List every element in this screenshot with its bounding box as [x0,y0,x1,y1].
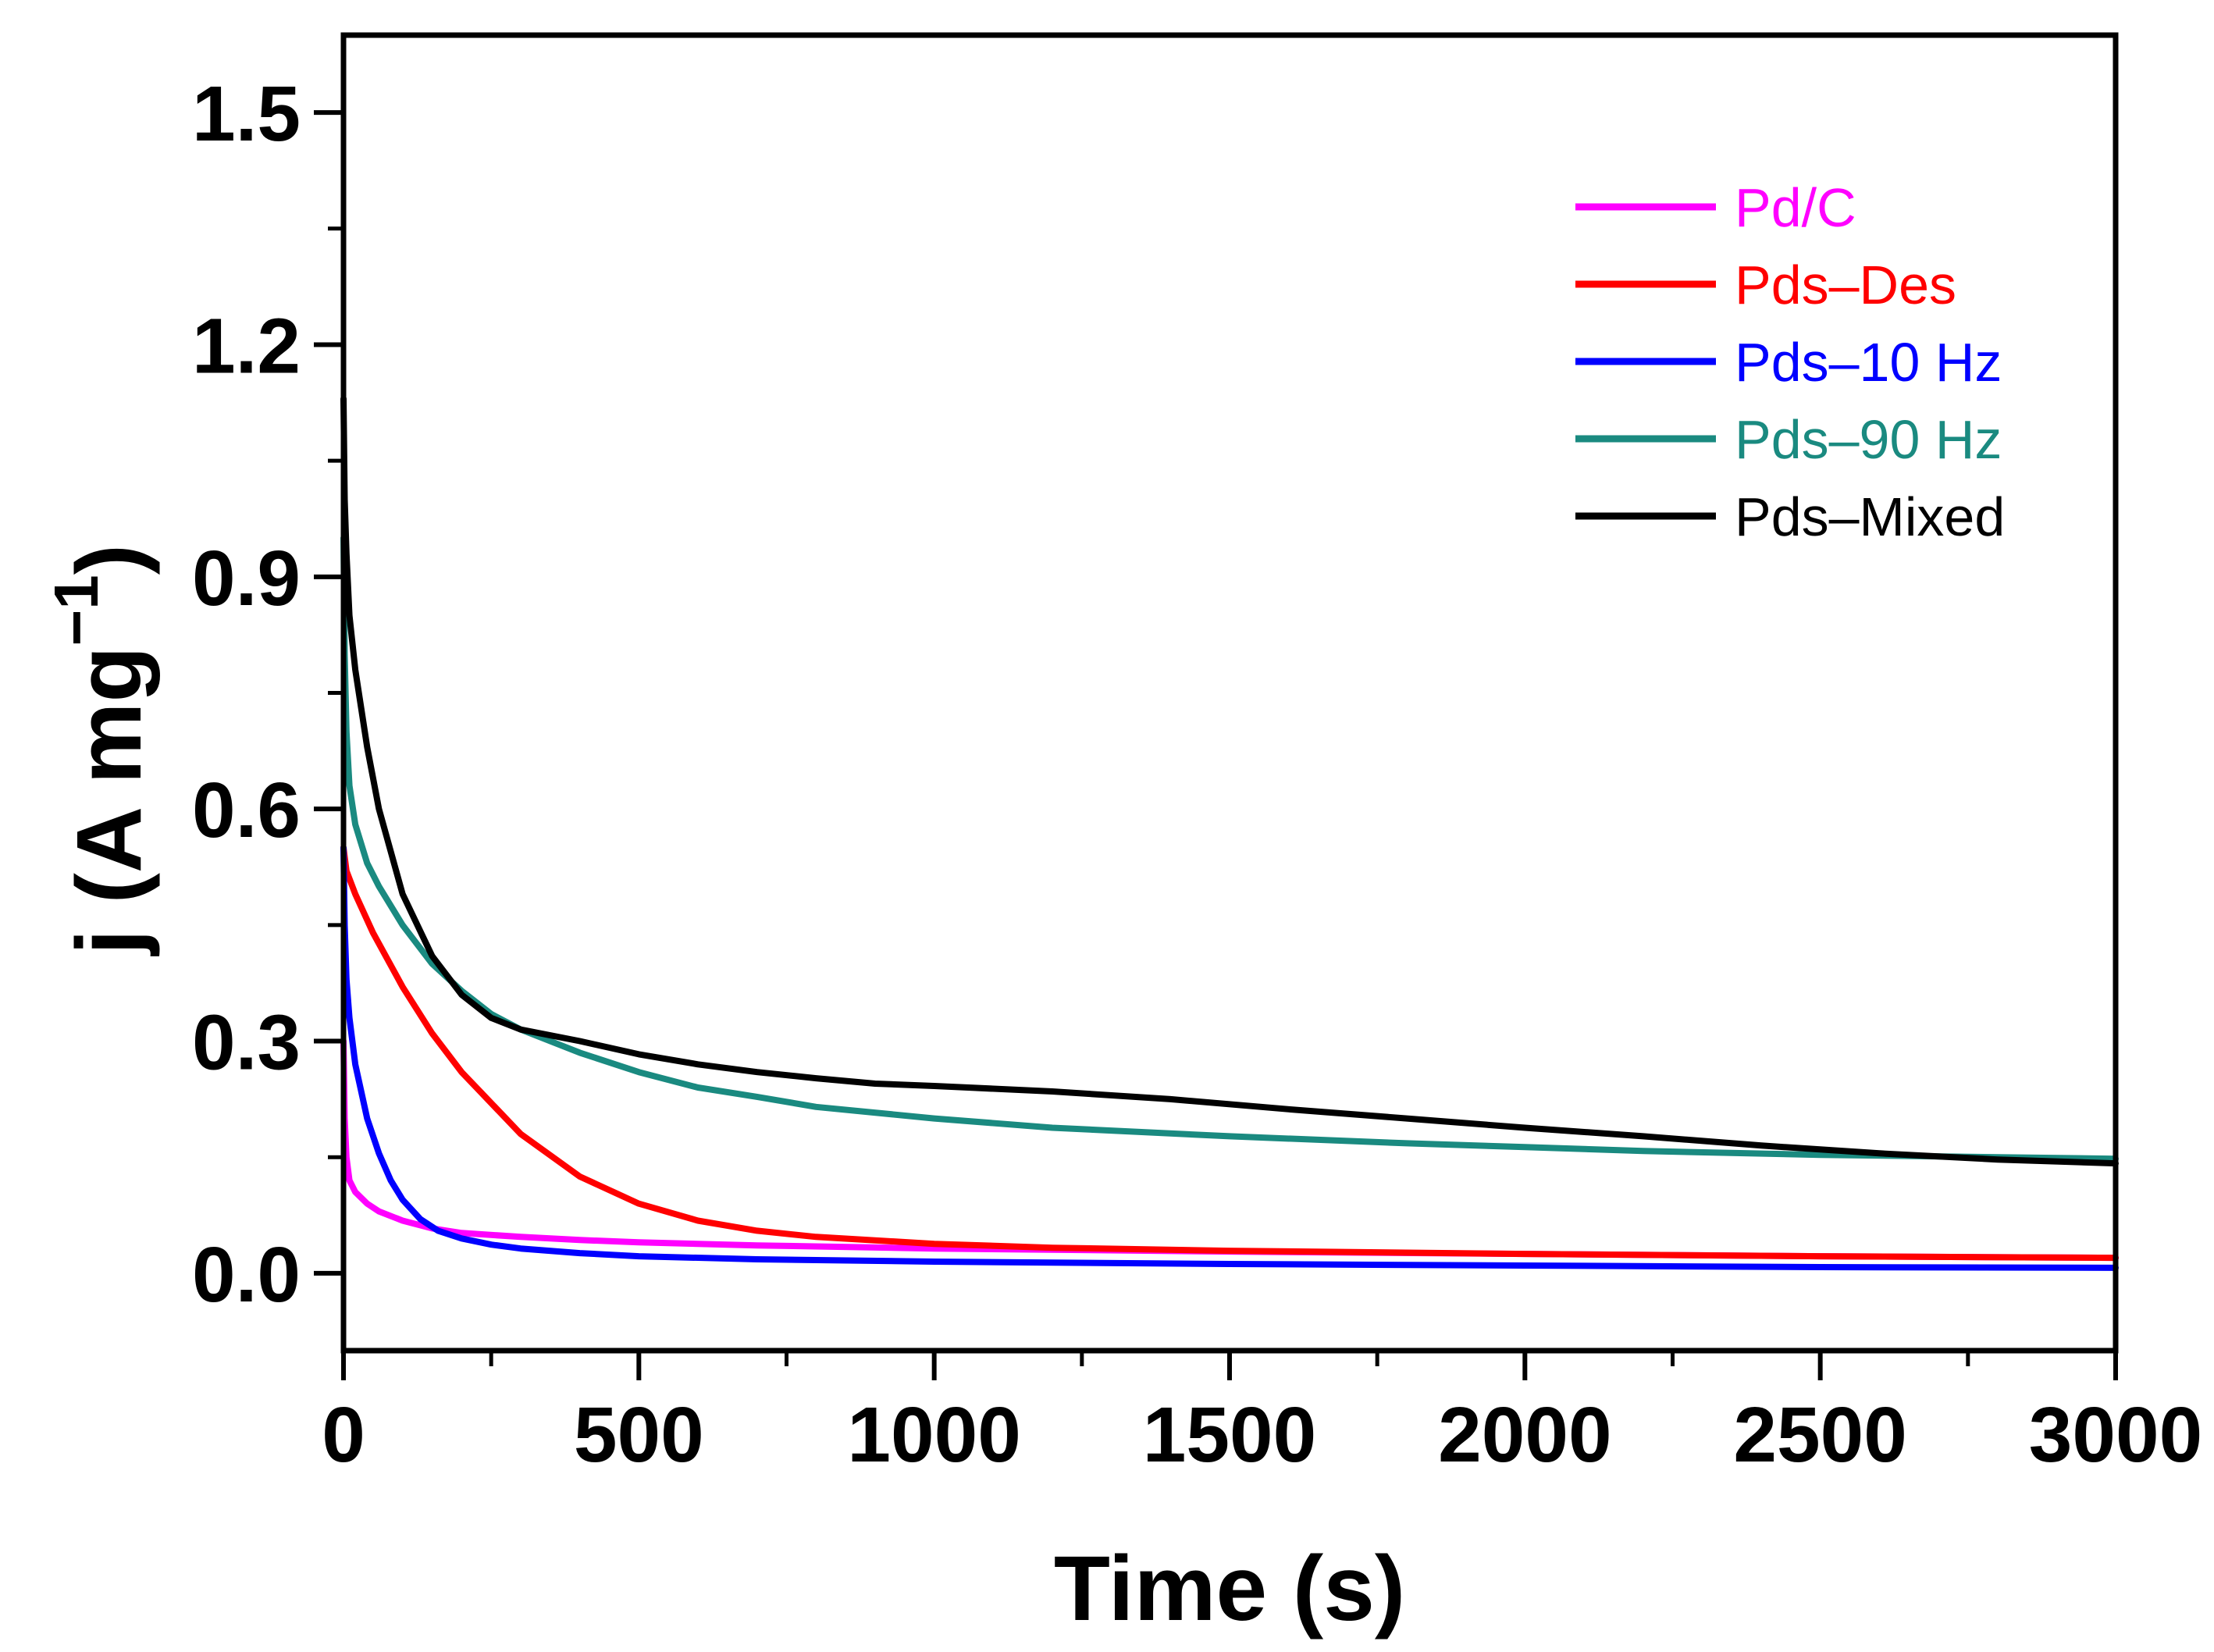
legend-label-pd-c: Pd/C [1735,177,1856,238]
y-axis-title-superscript: −1 [41,575,111,646]
series-line-pds-90-hz [340,535,2119,1162]
y-tick-label: 1.2 [192,302,301,390]
x-tick-label: 2500 [1733,1391,1906,1479]
ticks-layer [314,110,2118,1380]
series-line-pds-mixed [340,395,2119,1167]
y-tick-label: 0.9 [192,535,301,622]
legend-label-pds-mixed: Pds–Mixed [1735,486,2005,547]
series-layer [340,395,2119,1271]
series-line-pds-10-hz [340,844,2119,1271]
x-tick-label: 3000 [2029,1391,2202,1479]
legend: Pd/C Pds–Des Pds–10 Hz Pds–90 Hz Pds–Mixed [1575,177,2005,547]
y-tick-label: 0.0 [192,1231,301,1319]
y-axis-title-close: ) [58,544,161,575]
x-tick-label: 2000 [1438,1391,1611,1479]
x-axis-title: Time (s) [1054,1537,1405,1640]
x-tick-label: 500 [574,1391,704,1479]
x-tick-label: 1500 [1143,1391,1316,1479]
x-tick-label: 1000 [847,1391,1020,1479]
y-axis-title-main: j (A mg [58,646,161,956]
legend-label-pds-10-hz: Pds–10 Hz [1735,332,2002,393]
y-tick-label: 0.3 [192,999,301,1087]
legend-label-pds-des: Pds–Des [1735,255,1956,315]
y-tick-label: 1.5 [192,70,301,158]
series-line-pds-des [340,844,2119,1262]
x-tick-label: 0 [322,1391,365,1479]
legend-label-pds-90-hz: Pds–90 Hz [1735,409,2002,470]
tick-labels-layer: 0 500 1000 1500 2000 2500 3000 0.0 0.3 0.6 0.9 1.2 1… [192,70,2202,1479]
y-tick-label: 0.6 [192,767,301,854]
y-axis-title: j (A mg−1) [41,544,161,956]
